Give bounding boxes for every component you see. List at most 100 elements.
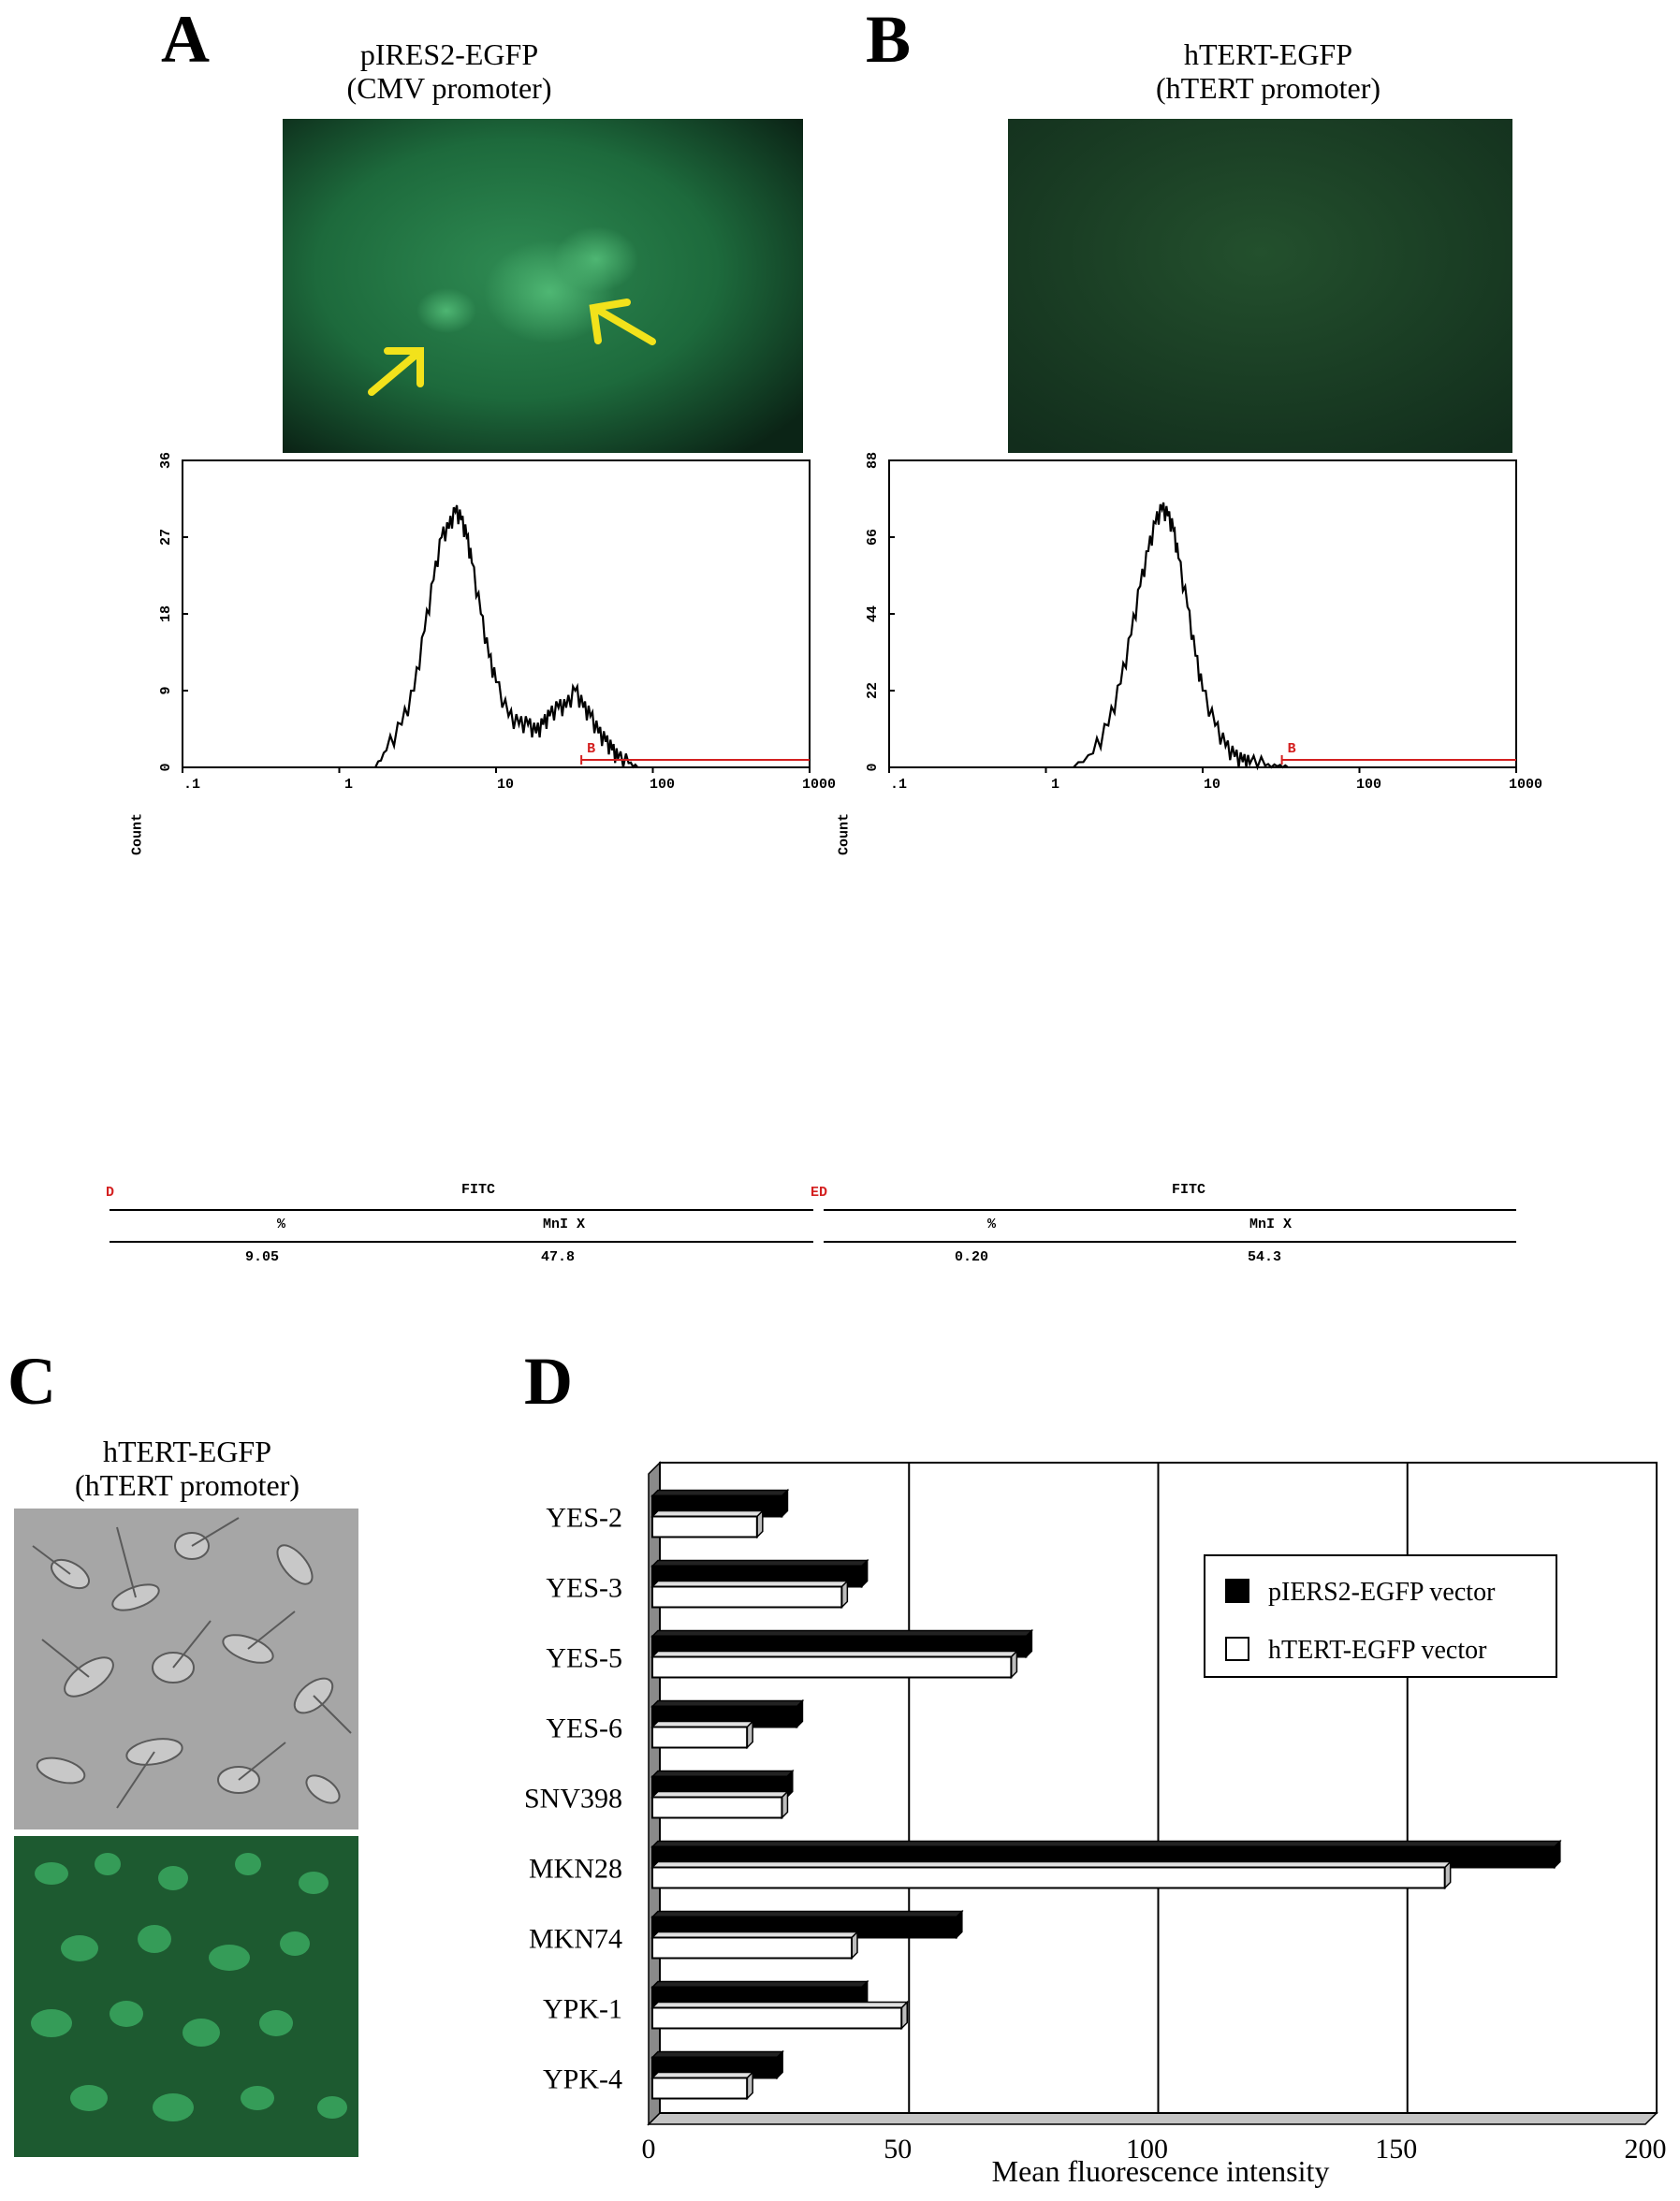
panel-b-ytick-label: 88: [865, 452, 881, 469]
panel-b-image-background: [1008, 119, 1512, 453]
panel-d-bar-YPK-1-1: [651, 2006, 903, 2030]
panel-b-histogram-svg: 0 22 44 66 88 .1 1 10 100 1000 B: [865, 452, 1542, 793]
panel-d-xtick-label: 0: [642, 2134, 656, 2165]
panel-b-ytick-label: 44: [865, 605, 881, 622]
panel-b-xtick-label: 100: [1356, 777, 1381, 793]
panel-c-fluor-svg: [14, 1836, 358, 2157]
panel-b-fluorescence-svg: [1008, 119, 1512, 453]
panel-d-category-label: YES-6: [546, 1713, 622, 1744]
panel-a-ytick-label: 0: [158, 763, 174, 771]
panel-b-histogram-line: [1073, 502, 1289, 771]
panel-c-caption-line1: hTERT-EGFP: [102, 1435, 272, 1468]
panel-b-ytick-label: 22: [865, 682, 881, 699]
panel-a-xtick-label: 100: [650, 777, 675, 793]
panel-a-xtick-label: .1: [183, 777, 200, 793]
panel-b-caption: hTERT-EGFP (hTERT promoter): [1100, 37, 1437, 105]
panel-a-fluorescence-image: [283, 119, 803, 453]
panel-d-category-label: YPK-1: [543, 1994, 622, 2025]
panel-c-phase-svg: [14, 1509, 358, 1829]
panel-a-cell-glow-3: [554, 226, 638, 292]
panel-d-bar-MKN74-1: [651, 1936, 853, 1960]
panel-d-legend-swatch: [1225, 1579, 1249, 1603]
panel-b-stats-rule-bottom: [824, 1241, 1516, 1243]
panel-a-stats-rule-bottom: [110, 1241, 813, 1243]
panel-b-caption-line2: (hTERT promoter): [1155, 71, 1381, 105]
panel-d-legend-swatch: [1225, 1637, 1249, 1661]
panel-d-bar-MKN28-1: [651, 1866, 1446, 1889]
panel-a-xtick-label: 1000: [802, 777, 836, 793]
panel-b-stat-header-percent: %: [987, 1217, 997, 1232]
panel-a-caption-line2: (CMV promoter): [346, 71, 552, 105]
panel-b-stat-header-mean: MnI X: [1249, 1217, 1293, 1232]
panel-d-category-label: SNV398: [524, 1784, 622, 1815]
panel-d-category-label: YPK-4: [543, 2064, 622, 2095]
panel-b-ytick-label: 66: [865, 529, 881, 546]
panel-letter-d: D: [524, 1344, 573, 1419]
panel-a-caption-line1: pIRES2-EGFP: [359, 37, 539, 71]
panel-d-xtick-label: 200: [1625, 2134, 1667, 2165]
panel-a-caption: pIRES2-EGFP (CMV promoter): [281, 37, 618, 105]
panel-b-ytick-label: 0: [865, 763, 881, 771]
panel-b-caption-line1: hTERT-EGFP: [1183, 37, 1353, 71]
panel-d-xlabel: Mean fluorescence intensity: [991, 2154, 1330, 2188]
panel-d-category-label: YES-5: [546, 1643, 622, 1674]
panel-a-ytick-label: 27: [158, 529, 174, 546]
panel-a-marker-left: D: [106, 1185, 115, 1201]
panel-a-ytick-label: 18: [158, 605, 174, 622]
panel-c-phase-processes: [32, 1517, 352, 1809]
panel-a-xtick-label: 1: [344, 777, 353, 793]
panel-d-xtick-label: 100: [1126, 2134, 1168, 2165]
panel-a-stat-header-mean: MnI X: [543, 1217, 586, 1232]
panel-d-xtick-label: 50: [884, 2134, 912, 2165]
panel-b-xtick-label: 1: [1051, 777, 1059, 793]
panel-b-xtick-label: 10: [1204, 777, 1220, 793]
panel-letter-c: C: [7, 1344, 56, 1419]
panel-d-bar-YES-3-1: [651, 1585, 843, 1609]
panel-a-histogram-svg: 0 9 18 27 36 .1 1 10 100 1000 B: [158, 452, 836, 793]
panel-letter-a: A: [161, 2, 210, 77]
panel-b-xtick-label: .1: [890, 777, 907, 793]
panel-letter-b: B: [866, 2, 912, 77]
panel-a-histogram: 0 9 18 27 36 .1 1 10 100 1000 B: [158, 452, 836, 793]
panel-d-legend-box: [1204, 1554, 1557, 1678]
panel-a-marker-right: ED: [811, 1185, 828, 1201]
arrow-icon-left: [368, 347, 424, 396]
panel-d-category-label: YES-3: [546, 1573, 622, 1604]
panel-a-gate-label: B: [587, 741, 595, 757]
panel-d-bar-YPK-4-1: [651, 2077, 749, 2100]
panel-b-xlabel: FITC: [1172, 1182, 1206, 1198]
panel-d-floor: [647, 2112, 1658, 2125]
panel-a-stat-percent: 9.05: [245, 1249, 280, 1265]
panel-a-stat-header-percent: %: [277, 1217, 286, 1232]
panel-a-fluorescence-svg: [283, 119, 803, 453]
panel-d-bar-SNV398-1: [651, 1796, 783, 1819]
panel-d-bar-YES-5-1: [651, 1655, 1013, 1679]
panel-b-fluorescence-image: [1008, 119, 1512, 453]
panel-c-fluorescence-image: [14, 1836, 358, 2157]
panel-b-stats-rule-top: [824, 1209, 1516, 1211]
panel-b-stat-percent: 0.20: [955, 1249, 989, 1265]
panel-d-legend-label: pIERS2-EGFP vector: [1268, 1578, 1496, 1607]
panel-c-caption-line2: (hTERT promoter): [74, 1468, 300, 1502]
panel-b-gate-label: B: [1288, 741, 1296, 757]
panel-b-xtick-label: 1000: [1509, 777, 1542, 793]
panel-a-ytick-label: 9: [158, 686, 174, 694]
panel-b-stat-mean: 54.3: [1248, 1249, 1282, 1265]
panel-d-category-label: YES-2: [546, 1503, 622, 1534]
panel-a-xlabel: FITC: [461, 1182, 496, 1198]
panel-d-category-label: MKN74: [529, 1924, 622, 1955]
panel-a-stat-mean: 47.8: [541, 1249, 576, 1265]
panel-d-xtick-label: 150: [1375, 2134, 1417, 2165]
panel-b-histogram: 0 22 44 66 88 .1 1 10 100 1000 B: [865, 452, 1542, 793]
panel-a-stats-rule-top: [110, 1209, 813, 1211]
panel-c-phase-contrast-image: [14, 1509, 358, 1829]
panel-a-ytick-label: 36: [158, 452, 174, 469]
panel-d-legend: pIERS2-EGFP vector hTERT-EGFP vector: [1204, 1554, 1557, 1678]
panel-c-fluor-cells: [31, 1853, 347, 2121]
panel-a-histogram-line: [374, 504, 639, 769]
panel-d-legend-label: hTERT-EGFP vector: [1268, 1636, 1487, 1665]
panel-d-bar-YES-6-1: [651, 1726, 749, 1749]
panel-a-cell-glow-1: [416, 288, 476, 333]
